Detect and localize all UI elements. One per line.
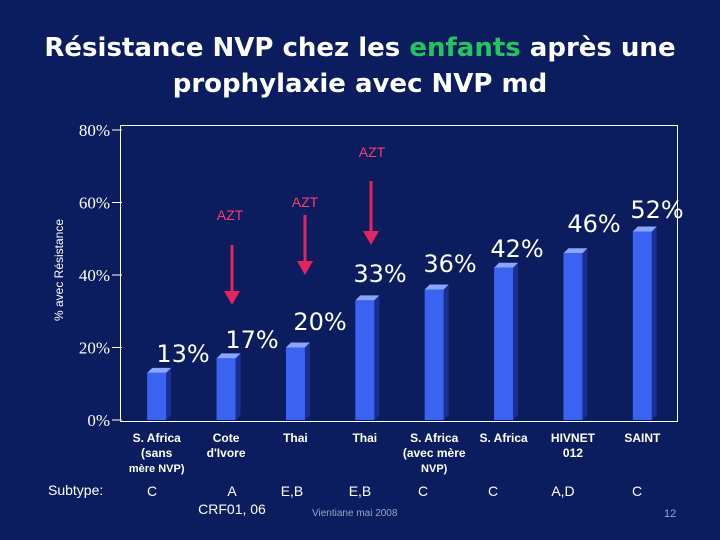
subtype-value: A CRF01, 06: [198, 483, 266, 517]
data-label: 17%: [225, 326, 278, 354]
azt-arrow-head: [363, 231, 379, 245]
y-tick-label: 0%: [87, 411, 110, 430]
bar: [355, 300, 375, 420]
bar-side: [513, 262, 519, 420]
bar: [147, 372, 167, 420]
x-tick-label: SAINT: [624, 431, 661, 445]
x-tick-label: S. Africa: [133, 431, 182, 445]
bar-side: [651, 226, 657, 420]
data-label: 46%: [567, 210, 620, 238]
title-line-2: prophylaxie avec NVP md: [172, 69, 548, 99]
x-tick-label: Thai: [352, 431, 377, 445]
data-label: 42%: [490, 235, 543, 263]
data-label: 33%: [353, 260, 406, 288]
x-tick-label: (sans: [141, 446, 173, 460]
title-highlight: enfants: [409, 33, 521, 63]
x-tick-label: S. Africa: [479, 431, 528, 445]
y-tick-label: 60%: [79, 194, 110, 213]
data-label: 52%: [630, 196, 683, 224]
subtype-value: E,B: [280, 483, 304, 499]
bar-side: [166, 367, 172, 420]
subtype-value: C: [631, 483, 643, 499]
x-tick-label: S. Africa: [410, 431, 459, 445]
y-tick-label: 20%: [79, 339, 110, 358]
subtype-value: C: [417, 483, 429, 499]
bar: [424, 289, 444, 420]
title-part-3: après une: [520, 33, 676, 63]
x-tick-label: NVP): [421, 463, 448, 475]
azt-arrow-head: [297, 261, 313, 275]
bar-top: [494, 262, 519, 268]
subtype-value: C: [487, 483, 499, 499]
subtype-value: A,D: [551, 483, 575, 499]
footer-text: Vientiane mai 2008: [312, 508, 398, 519]
bar: [285, 347, 305, 420]
data-label: 13%: [156, 340, 209, 368]
bar-side: [582, 248, 588, 420]
slide-title: Résistance NVP chez les enfants après un…: [0, 30, 720, 102]
bar-side: [374, 295, 380, 420]
x-tick-label: Thai: [283, 431, 308, 445]
azt-annotation: AZT: [359, 144, 386, 160]
bar-top: [285, 342, 310, 348]
x-tick-label: mère NVP): [129, 463, 185, 475]
bar-side: [235, 353, 241, 420]
x-tick-label: d'Ivore: [207, 446, 246, 460]
y-tick-label: 40%: [79, 266, 110, 285]
data-label: 36%: [423, 250, 476, 278]
subtype-value: C: [146, 483, 158, 499]
bar-side: [443, 284, 449, 420]
bar: [216, 358, 236, 420]
azt-annotation: AZT: [217, 207, 244, 223]
plot-area: [120, 125, 678, 422]
bar-top: [216, 353, 241, 359]
azt-arrow-head: [224, 291, 240, 305]
x-tick-label: HIVNET: [551, 431, 596, 445]
bar-top: [147, 367, 172, 373]
bar: [632, 231, 652, 420]
bar: [494, 267, 514, 420]
bar-side: [304, 342, 310, 420]
subtype-value: E,B: [348, 483, 372, 499]
title-part-1: Résistance NVP chez les: [44, 33, 410, 63]
slide-number: 12: [664, 508, 677, 520]
y-axis-title: % avec Résistance: [52, 219, 66, 321]
data-label: 20%: [293, 308, 346, 336]
bar-top: [355, 295, 380, 301]
subtype-label: Subtype:: [48, 482, 104, 498]
bar: [563, 253, 583, 420]
x-tick-label: Cote: [213, 431, 240, 445]
azt-annotation: AZT: [292, 194, 319, 210]
y-tick-label: 80%: [79, 121, 110, 140]
x-tick-label: 012: [563, 446, 583, 460]
bar-top: [424, 284, 449, 290]
x-tick-label: (avec mère: [403, 446, 466, 460]
bar-top: [563, 248, 588, 254]
bar-top: [632, 226, 657, 232]
